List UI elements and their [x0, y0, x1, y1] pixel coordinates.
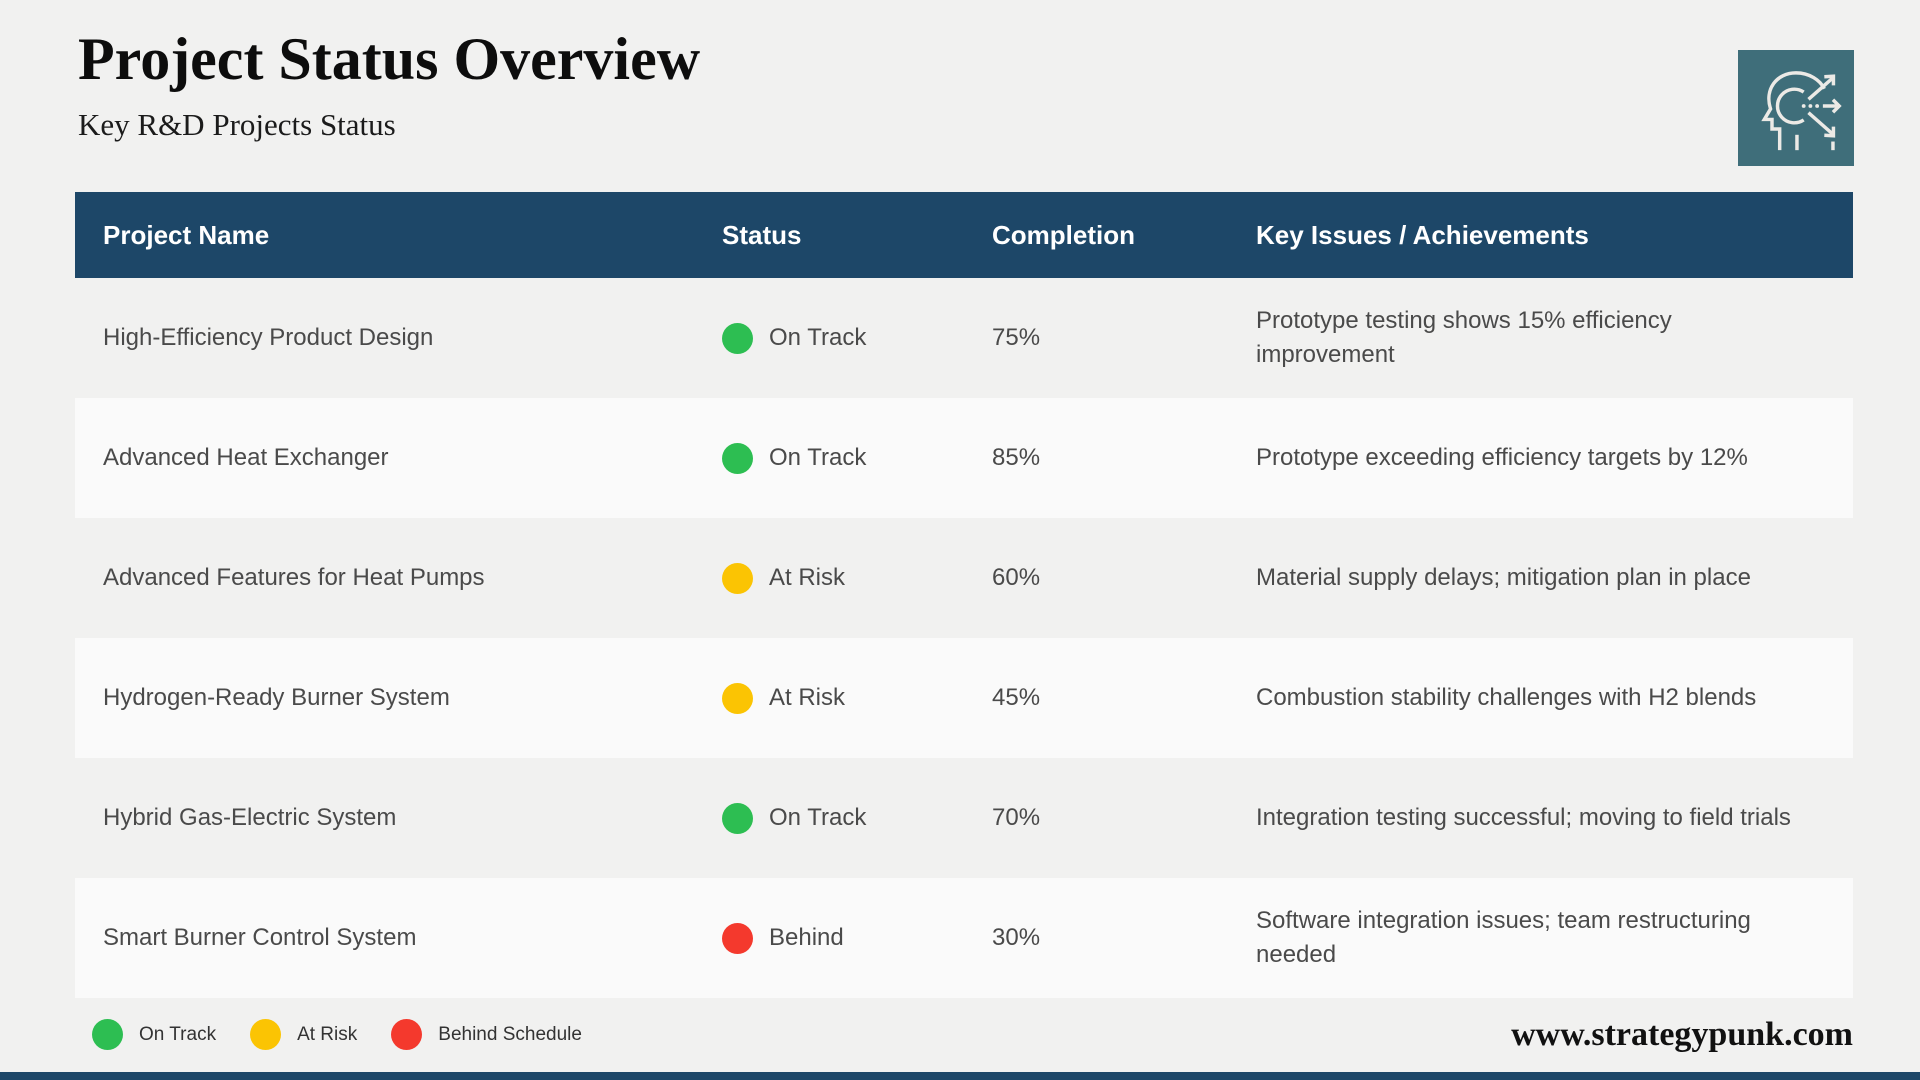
table-header-row: Project Name Status Completion Key Issue…	[75, 192, 1853, 278]
issues-cell: Prototype testing shows 15% efficiency i…	[1256, 307, 1672, 368]
completion-cell: 30%	[992, 924, 1041, 951]
table-row: Smart Burner Control System Behind 30% S…	[75, 878, 1853, 998]
status-dot-icon	[722, 562, 753, 594]
project-name-cell: Advanced Heat Exchanger	[103, 444, 389, 471]
page-title: Project Status Overview	[78, 26, 701, 92]
footer-website-link[interactable]: www.strategypunk.com	[1511, 1016, 1853, 1053]
completion-cell: 85%	[992, 444, 1041, 471]
column-header-completion: Completion	[992, 219, 1135, 250]
project-name-cell: High-Efficiency Product Design	[103, 324, 434, 351]
bottom-accent-bar	[0, 1072, 1920, 1080]
legend-item: On Track	[92, 1019, 216, 1050]
project-name-cell: Advanced Features for Heat Pumps	[103, 564, 485, 591]
header: Project Status Overview Key R&D Projects…	[78, 28, 700, 143]
completion-cell: 45%	[992, 684, 1041, 711]
legend-dot-icon	[391, 1019, 423, 1050]
table-row: Advanced Heat Exchanger On Track 85% Pro…	[75, 398, 1853, 518]
completion-cell: 60%	[992, 564, 1041, 591]
project-status-table: Project Name Status Completion Key Issue…	[75, 192, 1853, 998]
table-row: High-Efficiency Product Design On Track …	[75, 278, 1853, 398]
legend-item: At Risk	[250, 1019, 357, 1050]
table-row: Hybrid Gas-Electric System On Track 70% …	[75, 758, 1853, 878]
status-label: Behind	[769, 924, 844, 951]
status-label: At Risk	[769, 564, 846, 591]
project-name-cell: Smart Burner Control System	[103, 924, 417, 951]
status-dot-icon	[722, 682, 753, 714]
status-label: On Track	[769, 804, 867, 831]
status-label: On Track	[769, 444, 867, 471]
issues-cell: Prototype exceeding efficiency targets b…	[1256, 444, 1748, 472]
table-body: High-Efficiency Product Design On Track …	[75, 278, 1853, 998]
status-cell: On Track	[700, 802, 970, 834]
status-cell: At Risk	[700, 562, 970, 594]
status-label: At Risk	[769, 684, 846, 711]
status-dot-icon	[722, 802, 753, 834]
legend-label: At Risk	[297, 1023, 358, 1045]
issues-cell: Software integration issues; team restru…	[1256, 907, 1751, 968]
page-subtitle: Key R&D Projects Status	[78, 107, 396, 142]
legend-item: Behind Schedule	[391, 1019, 582, 1050]
issues-cell: Material supply delays; mitigation plan …	[1256, 564, 1751, 592]
column-header-status: Status	[722, 219, 802, 250]
column-header-project-name: Project Name	[103, 219, 270, 250]
strategypunk-logo	[1738, 50, 1854, 166]
project-name-cell: Hybrid Gas-Electric System	[103, 804, 397, 831]
status-dot-icon	[722, 322, 753, 354]
legend-label: Behind Schedule	[438, 1023, 582, 1045]
legend-dot-icon	[92, 1019, 123, 1050]
project-name-cell: Hydrogen-Ready Burner System	[103, 684, 450, 711]
legend-label: On Track	[139, 1023, 217, 1045]
issues-cell: Integration testing successful; moving t…	[1256, 804, 1791, 832]
legend-dot-icon	[250, 1019, 282, 1050]
table-row: Hydrogen-Ready Burner System At Risk 45%…	[75, 638, 1853, 758]
issues-cell: Combustion stability challenges with H2 …	[1256, 684, 1757, 712]
status-cell: On Track	[700, 322, 970, 354]
status-dot-icon	[722, 922, 753, 954]
status-dot-icon	[722, 442, 753, 474]
status-label: On Track	[769, 324, 867, 351]
column-header-key-issues: Key Issues / Achievements	[1256, 219, 1589, 250]
status-cell: At Risk	[700, 682, 970, 714]
status-legend: On Track At Risk Behind Schedule	[92, 1019, 582, 1050]
completion-cell: 75%	[992, 324, 1041, 351]
head-arrows-icon	[1748, 58, 1844, 159]
status-cell: Behind	[700, 922, 970, 954]
completion-cell: 70%	[992, 804, 1041, 831]
status-cell: On Track	[700, 442, 970, 474]
table-row: Advanced Features for Heat Pumps At Risk…	[75, 518, 1853, 638]
